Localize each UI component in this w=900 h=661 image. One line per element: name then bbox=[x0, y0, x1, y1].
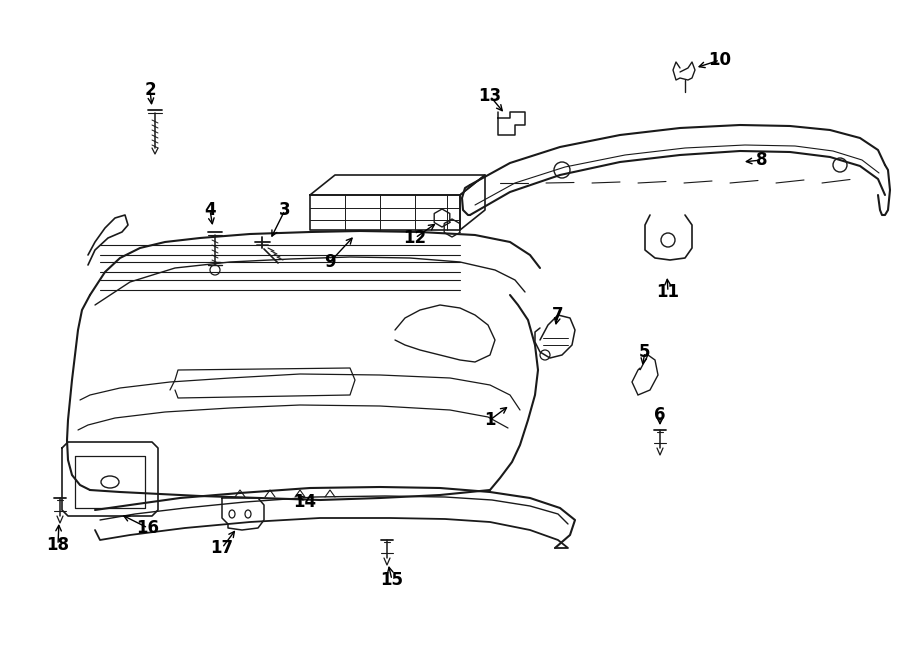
Polygon shape bbox=[632, 355, 658, 395]
Text: 15: 15 bbox=[381, 571, 403, 589]
Text: 16: 16 bbox=[137, 519, 159, 537]
Text: 3: 3 bbox=[279, 201, 291, 219]
Text: 11: 11 bbox=[656, 283, 680, 301]
Text: 2: 2 bbox=[144, 81, 156, 99]
Text: 14: 14 bbox=[293, 493, 317, 511]
Text: 5: 5 bbox=[639, 343, 651, 361]
Text: 12: 12 bbox=[403, 229, 427, 247]
Text: 18: 18 bbox=[47, 536, 69, 554]
Text: 7: 7 bbox=[553, 306, 563, 324]
Text: 9: 9 bbox=[324, 253, 336, 271]
Text: 8: 8 bbox=[756, 151, 768, 169]
Text: 17: 17 bbox=[211, 539, 234, 557]
Text: 10: 10 bbox=[708, 51, 732, 69]
Text: 6: 6 bbox=[654, 406, 666, 424]
Text: 13: 13 bbox=[479, 87, 501, 105]
Text: 4: 4 bbox=[204, 201, 216, 219]
Text: 1: 1 bbox=[484, 411, 496, 429]
